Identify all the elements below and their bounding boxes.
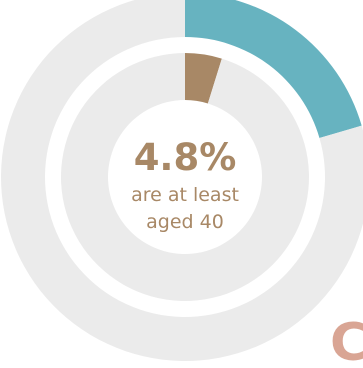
inner-ring-slice-1 <box>185 53 222 104</box>
outer-ring-slice-1 <box>185 0 362 138</box>
outer-ring <box>1 0 363 361</box>
corner-letter-glyph: C <box>330 313 363 368</box>
center-caption-line1: are at least <box>131 184 239 206</box>
inner-ring-slice-2 <box>60 53 309 302</box>
center-caption-line2: aged 40 <box>146 211 224 233</box>
inner-ring <box>60 53 309 302</box>
center-value: 4.8% <box>134 136 237 179</box>
